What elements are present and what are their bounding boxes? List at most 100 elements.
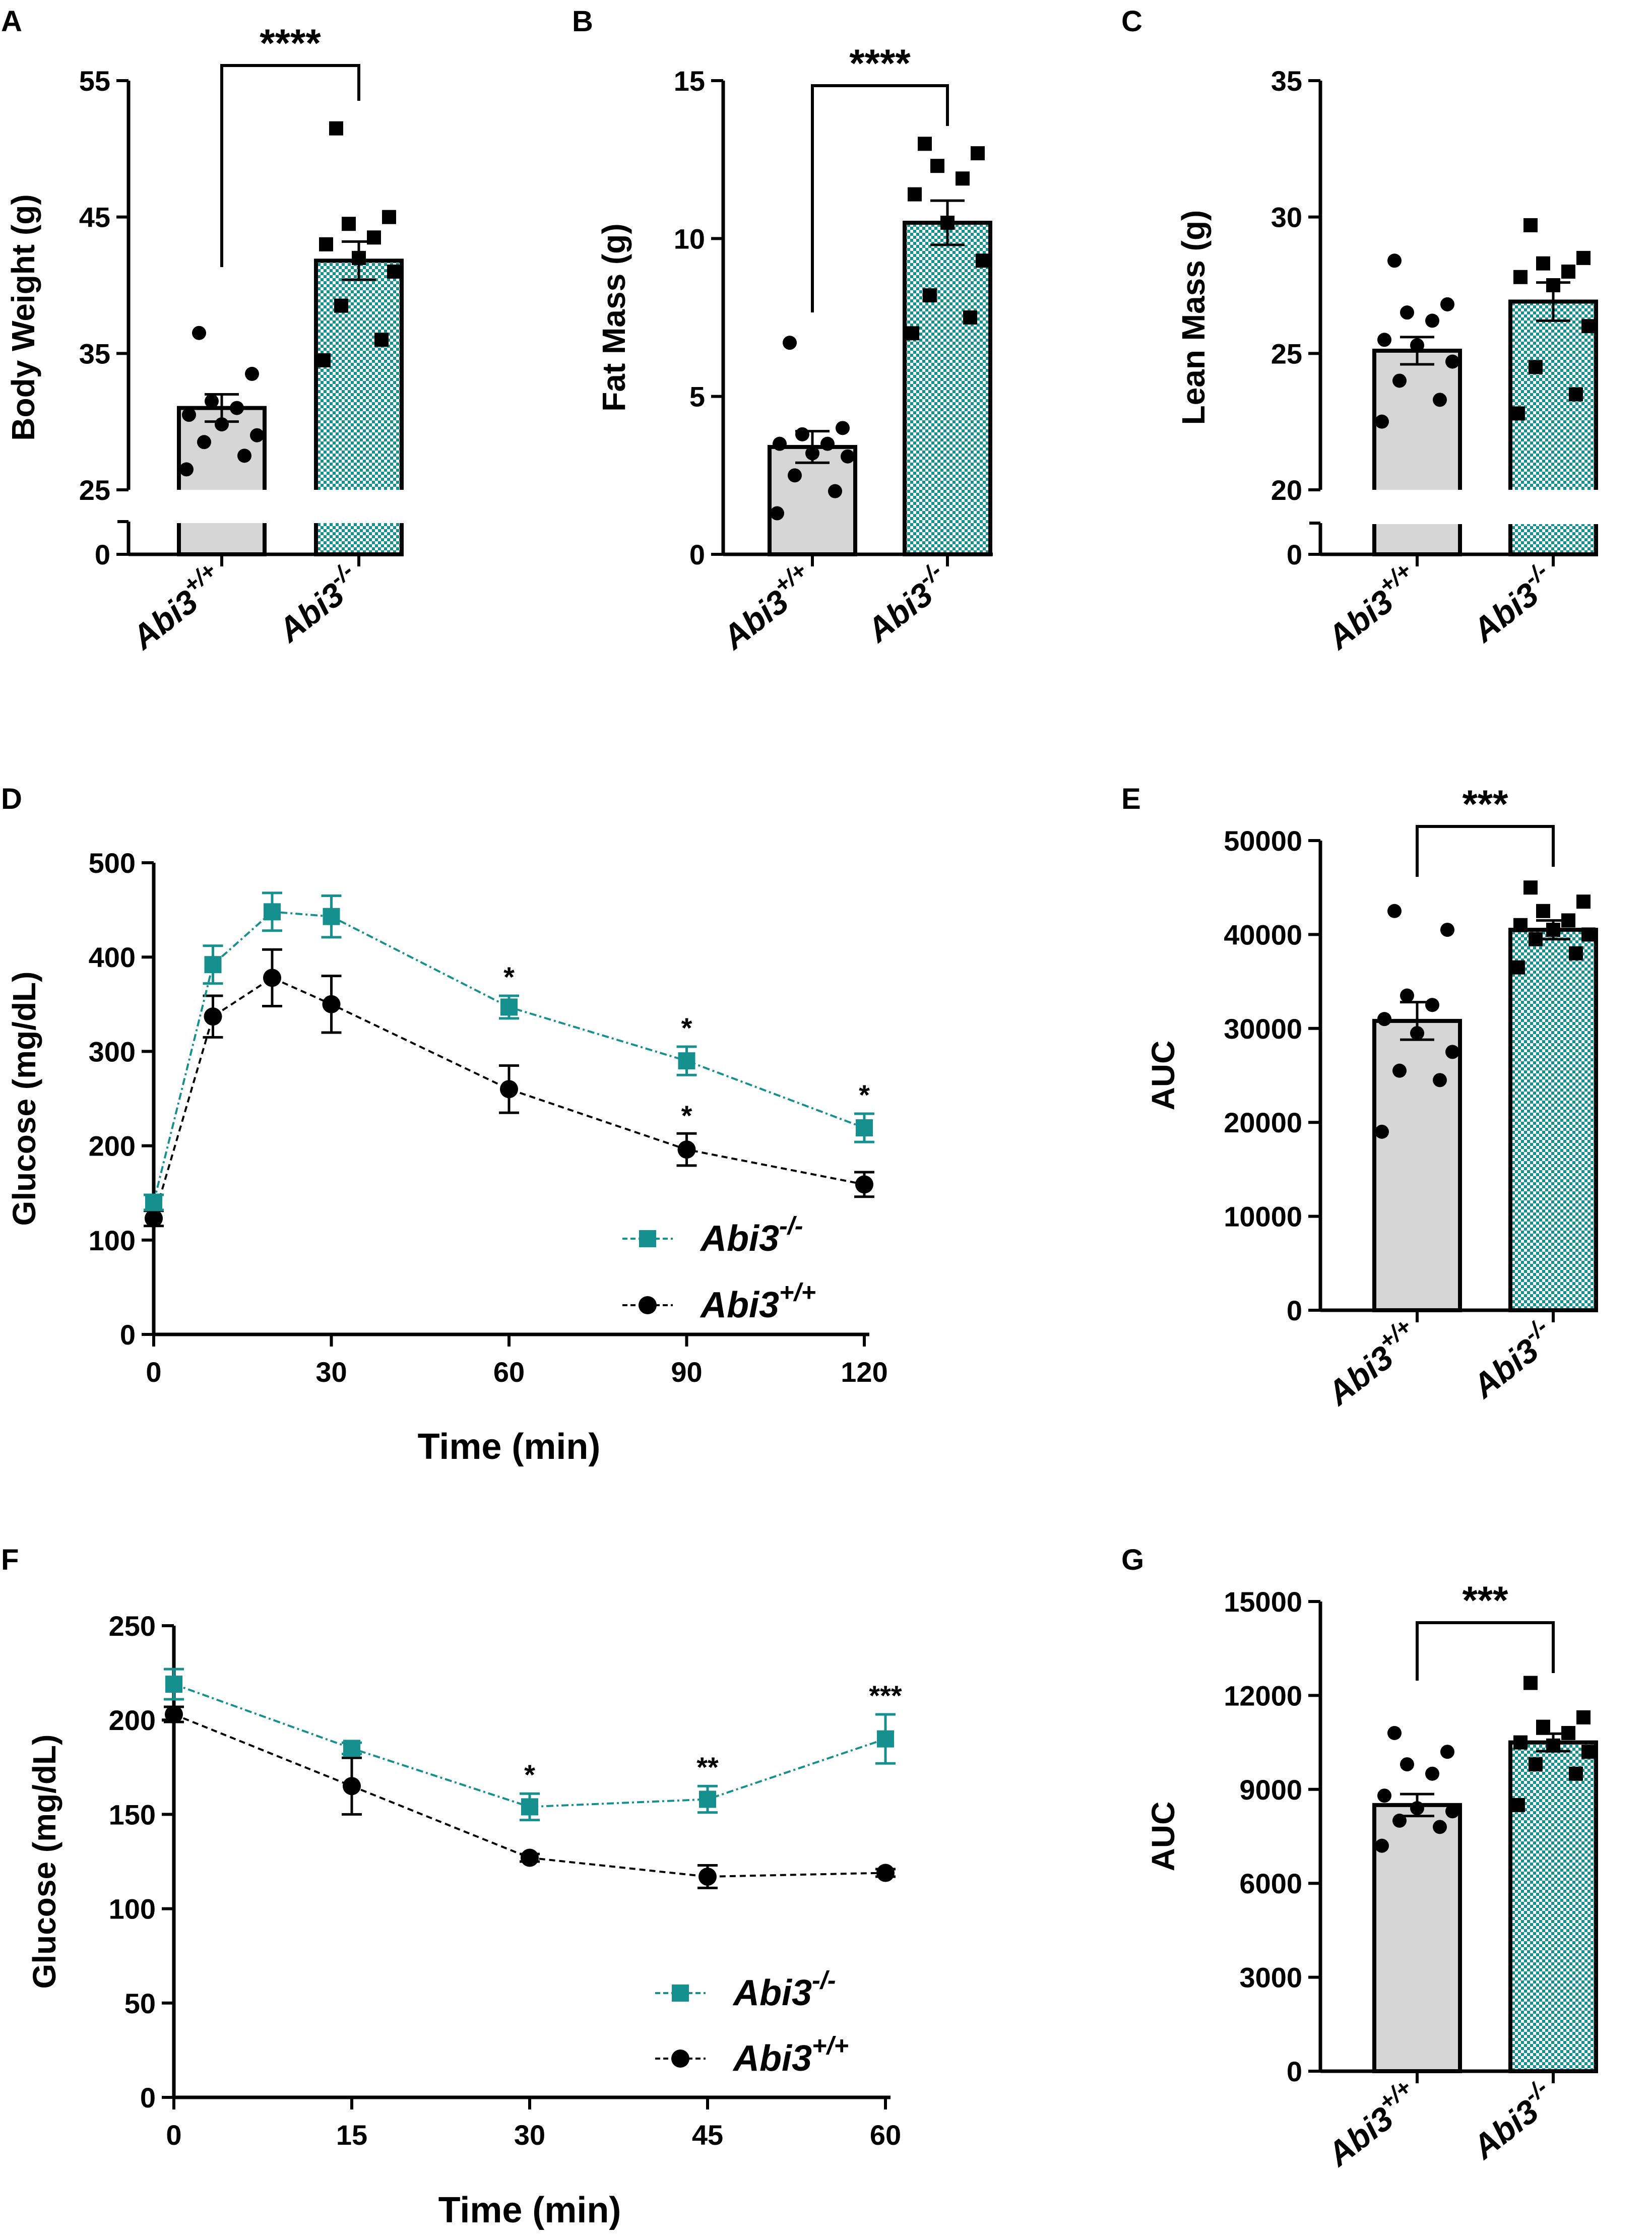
data-point-ko (145, 1193, 162, 1211)
bar-wt (1372, 1803, 1462, 2074)
y-tick-label: 500 (89, 847, 136, 879)
data-point-wt (677, 1140, 696, 1159)
x-tick-label: 15 (336, 2119, 367, 2151)
category-label: Abi3+/+ (1316, 557, 1427, 657)
data-point-wt (855, 1175, 873, 1194)
data-point-ko (1569, 1766, 1583, 1781)
y-tick-label: 35 (79, 338, 110, 369)
category-label: Abi3-/- (855, 557, 957, 650)
bar-wt (1372, 1018, 1462, 1312)
significance-stars: *** (869, 1680, 902, 1711)
y-tick-label: 0 (1287, 1295, 1302, 1326)
category-label: Abi3-/- (1461, 2074, 1562, 2166)
bar-ko (1508, 1740, 1598, 2074)
data-point-ko (500, 998, 518, 1016)
bar-break-gap (1371, 490, 1463, 524)
data-point-ko (382, 210, 396, 224)
significance-stars: ** (696, 1751, 719, 1783)
data-point-ko (1576, 250, 1591, 265)
panel-letter: C (1121, 5, 1142, 38)
x-tick-label: 0 (146, 1356, 161, 1388)
legend-label-superscript: +/+ (812, 2031, 849, 2060)
data-point-wt (521, 1848, 539, 1867)
data-point-wt (145, 1209, 163, 1228)
data-point-wt (165, 1705, 183, 1723)
y-tick-label: 50 (124, 1988, 156, 2019)
data-point-ko (1529, 932, 1543, 946)
panel-G: G 0 3000 6000 9000 12000 15000 AUC Abi3+/+ Abi3-/… (1121, 1544, 1598, 2173)
significance-stars: * (524, 1759, 535, 1790)
significance-bracket (220, 64, 360, 267)
data-point-ko (343, 1740, 360, 1757)
series-wt (144, 948, 874, 1228)
data-point-wt (1410, 1026, 1424, 1041)
data-point-wt (1440, 923, 1454, 937)
legend-label: Abi3-/- (700, 1211, 803, 1259)
data-point-wt (230, 401, 244, 415)
data-point-wt (205, 394, 219, 409)
data-point-ko (352, 250, 366, 265)
data-point-wt (841, 449, 855, 464)
y-tick-label: 0 (1287, 2056, 1302, 2087)
significance-stars: * (859, 1079, 870, 1111)
data-point-ko (976, 253, 990, 268)
data-point-wt (788, 468, 802, 483)
data-point-ko (342, 217, 356, 231)
data-point-ko (1569, 387, 1583, 402)
y-tick-label: 20 (1271, 474, 1302, 506)
y-axis: 0 25 35 45 55 (79, 65, 131, 570)
y-tick-label: 200 (89, 1130, 136, 1162)
significance-bracket (1416, 825, 1555, 877)
data-point-wt (773, 436, 787, 451)
y-axis: 0 5 10 15 (674, 65, 725, 570)
y-axis-label: Fat Mass (g) (596, 223, 632, 411)
data-point-wt (322, 995, 341, 1013)
data-point-wt (1387, 253, 1402, 268)
data-point-wt (192, 326, 206, 340)
data-point-wt (828, 484, 842, 498)
y-tick-label: 20000 (1224, 1107, 1302, 1138)
legend-label-name: Abi3 (732, 2038, 812, 2079)
legend-label-superscript: +/+ (779, 1278, 816, 1307)
legend: Abi3-/-Abi3+/+ (655, 1966, 849, 2079)
data-point-wt (1400, 988, 1414, 1003)
data-point-wt (237, 449, 251, 463)
panel-letter: F (1, 1544, 19, 1576)
data-point-wt (215, 417, 229, 432)
data-point-ko (1581, 927, 1596, 942)
y-tick-label: 30 (1271, 202, 1302, 233)
y-tick-label: 150 (109, 1799, 156, 1830)
significance-bracket (811, 84, 949, 312)
data-point-ko (1523, 880, 1538, 895)
y-tick-label: 10 (674, 223, 705, 254)
y-tick-label: 5 (689, 381, 705, 413)
x-tick-label: 0 (166, 2119, 181, 2151)
data-point-wt (795, 427, 809, 441)
data-point-wt (805, 446, 819, 461)
legend-label-name: Abi3 (732, 1973, 812, 2013)
data-point-ko (908, 187, 922, 202)
y-tick-label: 0 (689, 539, 705, 570)
y-tick-label: 0 (140, 2082, 156, 2114)
data-point-wt (836, 421, 850, 435)
data-point-wt (197, 435, 211, 450)
y-tick-label: 50000 (1224, 825, 1302, 857)
bar-ko (1508, 928, 1598, 1312)
y-tick-label: 15000 (1224, 1586, 1302, 1618)
x-tick-label: 30 (514, 2119, 545, 2151)
data-point-wt (1377, 1788, 1391, 1803)
bar-wt (768, 444, 857, 557)
data-point-ko (923, 288, 937, 303)
category-label: Abi3+/+ (711, 557, 822, 657)
data-point-wt (770, 506, 784, 521)
x-tick-label: 60 (870, 2119, 901, 2151)
x-tick-label: 120 (841, 1356, 887, 1388)
significance-stars: * (503, 961, 515, 993)
significance-stars: * (681, 1012, 692, 1044)
category-label: Abi3+/+ (1316, 2074, 1427, 2173)
data-point-ko (334, 298, 348, 313)
data-point-ko (1546, 1738, 1560, 1753)
y-tick-label: 300 (89, 1036, 136, 1067)
legend-label: Abi3+/+ (700, 1278, 816, 1325)
panel-C: C 0 20 25 30 35 Lean Mass (g) Abi3+/+ Abi3-/- (1121, 5, 1599, 657)
